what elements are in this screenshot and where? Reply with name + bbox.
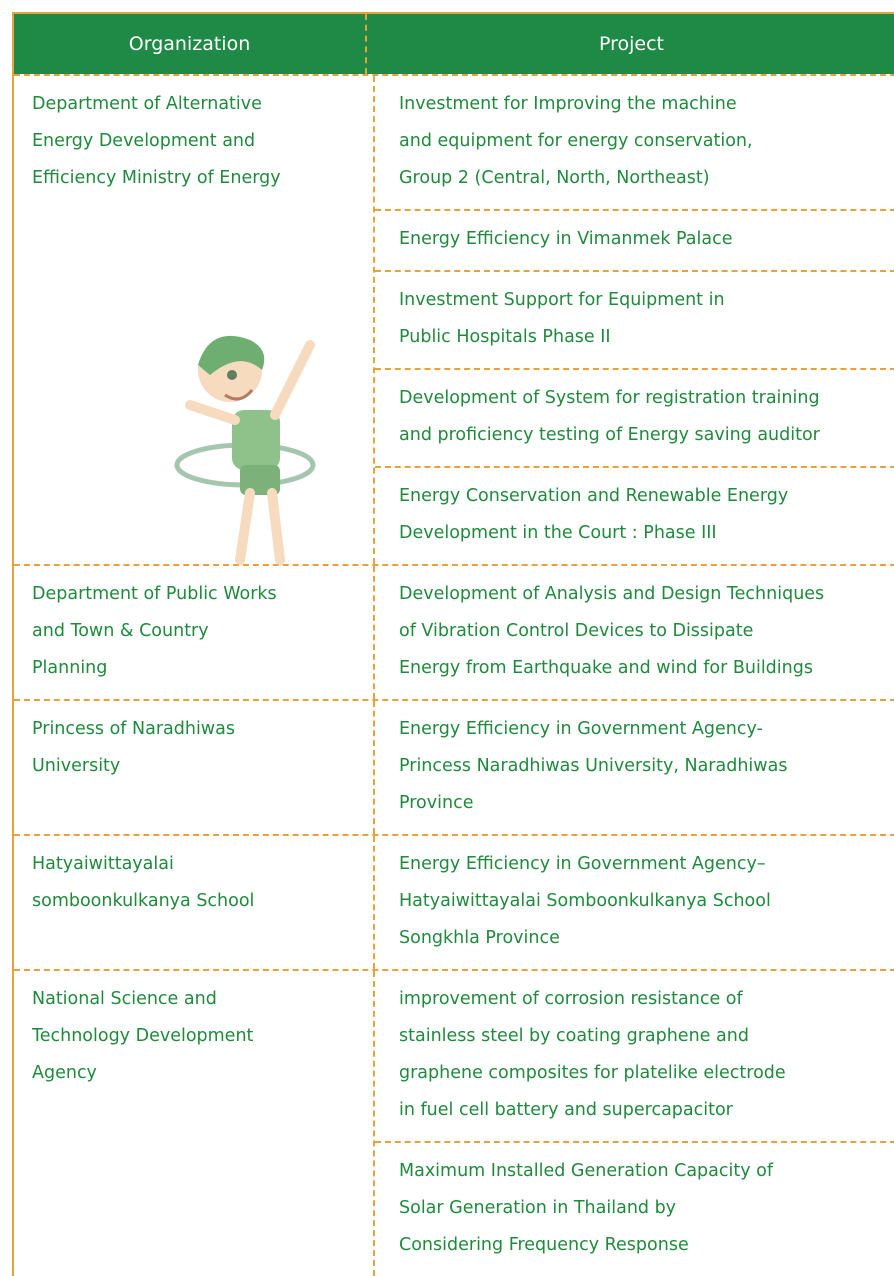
project-cell: Maximum Installed Generation Capacity of… — [375, 1141, 894, 1276]
text-line: Development of System for registration t… — [399, 388, 820, 408]
project-column: Energy Efficiency in Government Agency– H… — [375, 836, 894, 969]
text-line: Public Hospitals Phase II — [399, 327, 611, 347]
text-line: Energy Conservation and Renewable Energy — [399, 486, 789, 506]
text-line: Province — [399, 793, 474, 813]
organization-cell: Department of Public Works and Town & Cou… — [14, 566, 375, 699]
project-table: Organization Project Department of Alter… — [12, 12, 894, 1276]
organization-cell: National Science and Technology Developme… — [14, 971, 375, 1276]
text-line: Princess of Naradhiwas — [32, 719, 235, 739]
header-cell: Project — [598, 33, 664, 55]
text-line: Energy Development and — [32, 131, 256, 151]
text-line: Planning — [32, 658, 108, 678]
text-line: Hatyaiwittayalai — [32, 854, 174, 874]
text-line: and Town & Country — [32, 621, 209, 641]
text-line: stainless steel by coating graphene and — [399, 1026, 749, 1046]
organization-cell: Princess of Naradhiwas University — [14, 701, 375, 834]
text-line: Investment for Improving the machine — [399, 94, 737, 114]
text-line: Solar Generation in Thailand by — [399, 1198, 677, 1218]
text-line: Songkhla Province — [399, 928, 560, 948]
boy-illustration — [174, 335, 316, 565]
project-cell: Investment Support for Equipment in Publi… — [375, 270, 894, 368]
table-row: National Science and Technology Developme… — [14, 969, 894, 1276]
text-line: Maximum Installed Generation Capacity of — [399, 1161, 774, 1181]
text-line: graphene composites for platelike electr… — [399, 1063, 786, 1083]
text-line: Efficiency Ministry of Energy — [32, 168, 281, 188]
organization-cell: Department of Alternative Energy Developm… — [14, 76, 375, 564]
text-line: of Vibration Control Devices to Dissipat… — [399, 621, 754, 641]
project-column: Energy Efficiency in Government Agency- P… — [375, 701, 894, 834]
text-line: Group 2 (Central, North, Northeast) — [399, 168, 710, 188]
text-line: National Science and — [32, 989, 217, 1009]
project-cell: Energy Conservation and Renewable Energy… — [375, 466, 894, 564]
text-line: Development of Analysis and Design Techn… — [399, 584, 825, 604]
table-row: Department of Public Works and Town & Cou… — [14, 564, 894, 699]
project-column: Investment for Improving the machine and … — [375, 76, 894, 564]
text-line: Technology Development — [32, 1026, 254, 1046]
project-column: Development of Analysis and Design Techn… — [375, 566, 894, 699]
text-line: Hatyaiwittayalai Somboonkulkanya School — [399, 891, 771, 911]
table-header: Organization Project — [14, 14, 894, 74]
text-line: improvement of corrosion resistance of — [399, 989, 743, 1009]
text-line: University — [32, 756, 121, 776]
table-body: Department of Alternative Energy Developm… — [14, 74, 894, 1276]
project-cell: Development of System for registration t… — [375, 368, 894, 466]
text-line: Energy Efficiency in Government Agency– — [399, 854, 766, 874]
text-line: Agency — [32, 1063, 97, 1083]
project-cell: Development of Analysis and Design Techn… — [375, 566, 894, 699]
text-line: Princess Naradhiwas University, Naradhiw… — [399, 756, 788, 776]
text-line: Energy Efficiency in Government Agency- — [399, 719, 763, 739]
project-cell: Energy Efficiency in Government Agency– H… — [375, 836, 894, 969]
text-line: Considering Frequency Response — [399, 1235, 689, 1255]
text-line: Department of Alternative — [32, 94, 262, 114]
text-line: Investment Support for Equipment in — [399, 290, 725, 310]
table-row: Princess of Naradhiwas University Energy E… — [14, 699, 894, 834]
table-row: Hatyaiwittayalai somboonkulkanya School En… — [14, 834, 894, 969]
text-line: Energy Efficiency in Vimanmek Palace — [399, 229, 733, 249]
text-line: Department of Public Works — [32, 584, 277, 604]
project-cell: improvement of corrosion resistance of st… — [375, 971, 894, 1141]
organization-cell: Hatyaiwittayalai somboonkulkanya School — [14, 836, 375, 969]
project-column: improvement of corrosion resistance of st… — [375, 971, 894, 1276]
text-line: and proficiency testing of Energy saving… — [399, 425, 820, 445]
text-line: somboonkulkanya School — [32, 891, 255, 911]
text-line: in fuel cell battery and supercapacitor — [399, 1100, 733, 1120]
project-cell: Energy Efficiency in Government Agency- P… — [375, 701, 894, 834]
project-cell: Investment for Improving the machine and … — [375, 76, 894, 209]
table-row: Department of Alternative Energy Developm… — [14, 74, 894, 564]
header-cell: Organization — [14, 14, 367, 74]
text-line: and equipment for energy conservation, — [399, 131, 753, 151]
project-cell: Energy Efficiency in Vimanmek Palace — [375, 209, 894, 270]
text-line: Development in the Court : Phase III — [399, 523, 717, 543]
text-line: Energy from Earthquake and wind for Buil… — [399, 658, 813, 678]
